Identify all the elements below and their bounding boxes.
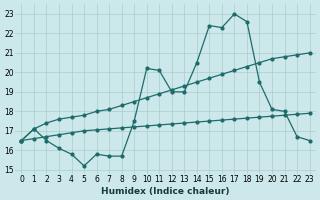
X-axis label: Humidex (Indice chaleur): Humidex (Indice chaleur): [101, 187, 230, 196]
